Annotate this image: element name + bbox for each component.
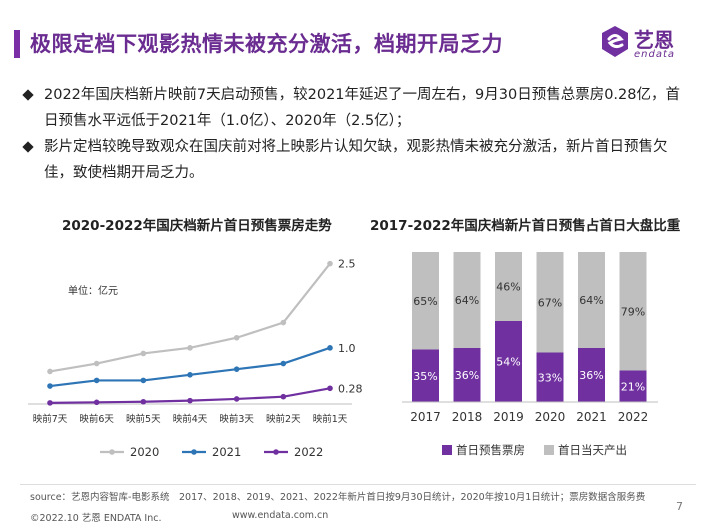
data-point-2022 — [140, 398, 147, 405]
data-point-2022 — [327, 385, 333, 392]
data-point-2020 — [233, 334, 240, 341]
bar-segment-same-day-2021 — [578, 252, 605, 348]
x-tick-label: 映前6天 — [79, 413, 114, 425]
bullet-item-scheduling: 影片定档较晚导致观众在国庆前对将上映影片认知欠缺，观影热情未被充分激活，新片首日… — [22, 134, 688, 186]
data-point-2021 — [93, 377, 100, 384]
bullet-list: 2022年国庆档新片映前7天启动预售，较2021年延迟了一周左右，9月30日预售… — [22, 82, 688, 186]
bar-segment-same-day-2019 — [495, 252, 522, 321]
logo-text-cn: 艺恩 — [634, 28, 674, 52]
legend-marker-2022 — [273, 449, 279, 455]
bar-value-label: 65% — [413, 295, 437, 308]
footer-divider — [20, 484, 696, 485]
diamond-bullet-icon — [22, 89, 34, 101]
x-tick-label: 2018 — [452, 410, 483, 424]
x-tick-label: 2022 — [618, 410, 649, 424]
endata-logo-icon — [602, 26, 628, 57]
bar-value-label: 36% — [455, 369, 479, 382]
bar-segment-presale-2018 — [453, 348, 481, 402]
series-line-2020 — [49, 262, 331, 373]
bar-segment-presale-2021 — [578, 348, 605, 402]
x-tick-label: 2017 — [410, 410, 441, 424]
data-point-2020 — [140, 350, 147, 357]
stacked-bar-chart: 35% 65% 2017 36% 64% 2018 54% 46% 2019 33% 67% 2020… — [402, 252, 658, 457]
bullet-text-presale: 2022年国庆档新片映前7天启动预售，较2021年延迟了一周左右，9月30日预售… — [44, 87, 680, 129]
x-tick-label: 映前3天 — [219, 413, 254, 425]
legend-label-2021: 2021 — [212, 445, 241, 459]
data-point-2022 — [93, 399, 100, 406]
x-tick-label: 映前7天 — [33, 413, 68, 425]
data-point-2020 — [93, 360, 100, 367]
legend-marker-2020 — [109, 449, 115, 455]
data-point-2021 — [140, 377, 147, 384]
end-value-label-2020: 2.5 — [338, 258, 356, 271]
bar-segment-presale-2019 — [495, 321, 522, 402]
legend-label-presale: 首日预售票房 — [456, 443, 525, 457]
series-line-2021 — [49, 346, 331, 388]
legend-swatch-presale — [442, 445, 452, 455]
x-tick-label: 2019 — [493, 410, 524, 424]
page-number: 7 — [676, 500, 683, 513]
logo-text-en: endata — [634, 49, 676, 60]
legend-marker-2021 — [191, 449, 197, 455]
bar-value-label: 33% — [538, 371, 562, 384]
end-value-label-2021: 1.0 — [338, 342, 356, 355]
bar-segment-same-day-2020 — [536, 252, 564, 353]
data-point-2021 — [47, 383, 53, 389]
data-point-2022 — [233, 396, 240, 402]
bar-segment-presale-2020 — [536, 352, 564, 402]
bar-value-label: 67% — [538, 296, 562, 309]
bar-value-label: 46% — [496, 281, 520, 294]
x-tick-label: 映前2天 — [266, 413, 301, 425]
line-chart-title: 2020-2022年国庆档新片首日预售票房走势 — [62, 218, 332, 234]
legend-label-2020: 2020 — [130, 445, 159, 459]
bar-segment-same-day-2018 — [453, 252, 481, 348]
data-point-2020 — [327, 260, 333, 267]
bar-segment-same-day-2017 — [412, 252, 439, 350]
title-accent-bar — [14, 30, 20, 58]
legend-label-2022: 2022 — [294, 445, 323, 459]
bullet-text-scheduling: 影片定档较晚导致观众在国庆前对将上映影片认知欠缺，观影热情未被充分激活，新片首日… — [44, 139, 668, 181]
bar-value-label: 21% — [621, 380, 645, 393]
page-title: 极限定档下观影热情未被充分激活，档期开局乏力 — [30, 32, 503, 56]
data-point-2021 — [280, 360, 287, 367]
x-tick-label: 映前4天 — [173, 413, 208, 425]
bar-segment-same-day-2022 — [619, 252, 647, 371]
bar-value-label: 54% — [496, 356, 520, 369]
x-tick-label: 2021 — [576, 410, 607, 424]
bar-value-label: 36% — [579, 369, 603, 382]
endata-logo: 艺恩 endata — [598, 22, 698, 64]
bar-chart-title: 2017-2022年国庆档新片首日预售占首日大盘比重 — [370, 218, 681, 234]
bar-segment-presale-2022 — [619, 370, 647, 402]
x-tick-label: 映前1天 — [313, 413, 348, 425]
footer-copyright: ©2022.10 艺恩 ENDATA Inc. — [30, 513, 162, 524]
data-point-2022 — [280, 393, 287, 400]
data-point-2022 — [187, 397, 193, 404]
bar-value-label: 64% — [455, 294, 479, 307]
footer-source: source：艺恩内容智库-电影系统 2017、2018、2019、2021、2… — [30, 492, 646, 503]
end-value-label-2022: 0.28 — [338, 382, 362, 395]
bar-value-label: 35% — [413, 370, 437, 383]
bar-segment-presale-2017 — [412, 349, 439, 402]
data-point-2020 — [280, 319, 287, 326]
x-tick-label: 2020 — [535, 410, 566, 424]
data-point-2020 — [187, 345, 193, 351]
bar-value-label: 79% — [621, 305, 645, 318]
data-point-2021 — [327, 345, 333, 351]
legend-swatch-same-day — [544, 445, 554, 455]
bar-value-label: 64% — [579, 294, 603, 307]
data-point-2021 — [233, 366, 240, 372]
data-point-2021 — [187, 372, 193, 378]
line-chart-unit-label: 单位：亿元 — [68, 284, 118, 297]
data-point-2022 — [47, 400, 53, 406]
bullet-item-presale: 2022年国庆档新片映前7天启动预售，较2021年延迟了一周左右，9月30日预售… — [22, 82, 688, 134]
footer-website: www.endata.com.cn — [232, 510, 329, 521]
data-point-2020 — [47, 368, 53, 375]
legend-label-same-day: 首日当天产出 — [558, 443, 627, 457]
x-tick-label: 映前5天 — [126, 413, 161, 425]
diamond-bullet-icon — [22, 141, 34, 153]
